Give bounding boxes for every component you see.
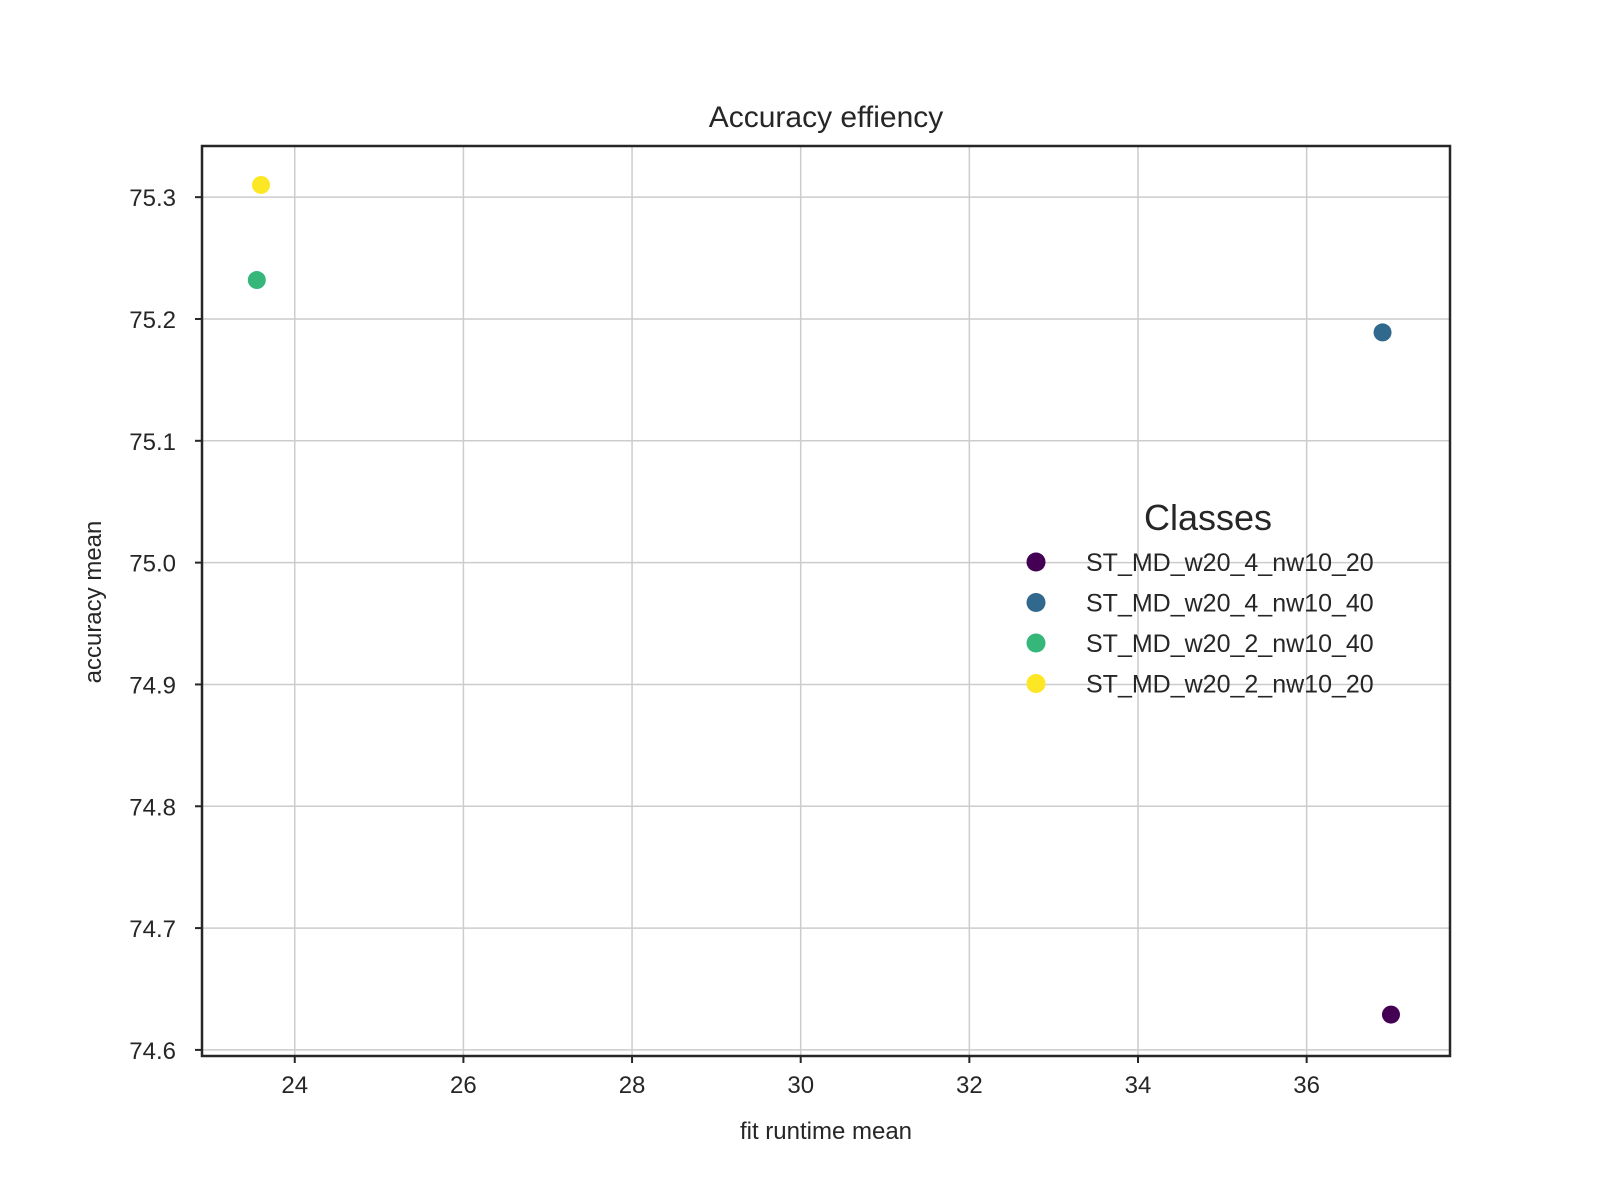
x-tick-label: 24 xyxy=(281,1072,308,1099)
y-tick-label: 75.3 xyxy=(129,185,176,212)
data-point-ST_MD_w20_2_nw10_40 xyxy=(247,271,266,290)
x-tick-label: 36 xyxy=(1293,1072,1320,1099)
y-tick-label: 74.9 xyxy=(129,672,176,699)
y-tick-label: 74.8 xyxy=(129,794,176,821)
data-point-ST_MD_w20_2_nw10_20 xyxy=(252,175,271,194)
x-tick-label: 30 xyxy=(787,1072,814,1099)
legend-label: ST_MD_w20_4_nw10_40 xyxy=(1086,590,1374,618)
data-point-ST_MD_w20_4_nw10_40 xyxy=(1373,323,1392,342)
data-points xyxy=(247,175,1400,1024)
x-tick-label: 28 xyxy=(619,1072,646,1099)
legend-title: Classes xyxy=(1144,497,1272,538)
x-tick-label: 26 xyxy=(450,1072,477,1099)
grid-lines xyxy=(202,146,1450,1056)
x-axis-ticks: 24 26 28 30 32 34 36 xyxy=(281,1056,1320,1099)
y-axis-ticks: 74.6 74.7 74.8 74.9 75.0 75.1 75.2 75.3 xyxy=(129,185,202,1065)
legend-marker xyxy=(1026,552,1046,572)
legend-label: ST_MD_w20_2_nw10_40 xyxy=(1086,630,1374,658)
legend-marker xyxy=(1026,633,1046,653)
y-tick-label: 74.7 xyxy=(129,916,176,943)
legend-marker xyxy=(1026,593,1046,612)
legend: Classes ST_MD_w20_4_nw10_20 ST_MD_w20_4_n… xyxy=(1026,497,1374,699)
legend-label: ST_MD_w20_4_nw10_20 xyxy=(1086,549,1374,577)
x-tick-label: 34 xyxy=(1125,1072,1152,1099)
x-tick-label: 32 xyxy=(956,1072,983,1099)
chart-title: Accuracy effiency xyxy=(709,101,944,134)
y-tick-label: 75.2 xyxy=(129,307,176,334)
y-tick-label: 75.0 xyxy=(129,551,176,578)
y-axis-label: accuracy mean xyxy=(80,521,107,684)
legend-marker xyxy=(1026,674,1046,693)
y-tick-label: 74.6 xyxy=(129,1038,176,1065)
y-tick-label: 75.1 xyxy=(129,429,176,456)
plot-frame xyxy=(200,144,1452,1058)
x-axis-label: fit runtime mean xyxy=(740,1118,912,1145)
data-point-ST_MD_w20_4_nw10_20 xyxy=(1381,1005,1400,1024)
legend-label: ST_MD_w20_2_nw10_20 xyxy=(1086,671,1374,699)
